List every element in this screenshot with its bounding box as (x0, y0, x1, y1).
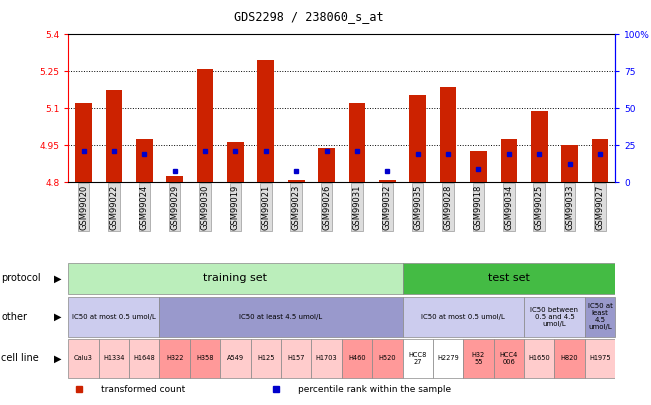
Text: H157: H157 (288, 356, 305, 361)
Bar (136, 139, 152, 182)
Text: H520: H520 (378, 356, 396, 361)
Text: H460: H460 (348, 356, 366, 361)
Text: Calu3: Calu3 (74, 356, 93, 361)
Text: GSM99028: GSM99028 (443, 185, 452, 230)
Text: H1703: H1703 (316, 356, 337, 361)
Bar (555, 339, 585, 378)
Bar (348, 103, 365, 182)
Text: GSM99019: GSM99019 (231, 185, 240, 230)
Text: GSM99018: GSM99018 (474, 185, 483, 230)
Text: GDS2298 / 238060_s_at: GDS2298 / 238060_s_at (234, 10, 384, 23)
Bar (501, 139, 517, 182)
Bar (464, 339, 493, 378)
Bar (105, 90, 122, 182)
Bar (592, 139, 608, 182)
Bar (493, 339, 524, 378)
Text: H125: H125 (257, 356, 275, 361)
Text: ▶: ▶ (54, 312, 62, 322)
Text: percentile rank within the sample: percentile rank within the sample (298, 385, 451, 394)
Text: IC50 at least 4.5 umol/L: IC50 at least 4.5 umol/L (240, 314, 323, 320)
Text: GSM99022: GSM99022 (109, 185, 118, 230)
Bar (433, 339, 464, 378)
Bar (281, 339, 311, 378)
Text: GSM99021: GSM99021 (261, 185, 270, 230)
Text: GSM99029: GSM99029 (170, 185, 179, 230)
Text: GSM99030: GSM99030 (201, 185, 210, 230)
Bar (470, 151, 487, 182)
Text: H2279: H2279 (437, 356, 459, 361)
Bar (68, 263, 402, 294)
Bar (439, 87, 456, 182)
Bar (311, 339, 342, 378)
Bar (585, 296, 615, 337)
Bar (288, 180, 305, 182)
Text: H32
55: H32 55 (472, 352, 485, 365)
Text: H1334: H1334 (103, 356, 125, 361)
Text: transformed count: transformed count (101, 385, 186, 394)
Bar (402, 339, 433, 378)
Bar (524, 296, 585, 337)
Text: GSM99027: GSM99027 (596, 185, 605, 230)
Text: H820: H820 (561, 356, 579, 361)
Text: H358: H358 (197, 356, 214, 361)
Bar (379, 180, 396, 182)
Bar (190, 339, 220, 378)
Bar (68, 296, 159, 337)
Bar (342, 339, 372, 378)
Text: H1975: H1975 (589, 356, 611, 361)
Bar (318, 148, 335, 182)
Bar (166, 176, 183, 182)
Bar (402, 263, 615, 294)
Text: A549: A549 (227, 356, 244, 361)
Text: ▶: ▶ (54, 273, 62, 283)
Text: GSM99024: GSM99024 (140, 185, 149, 230)
Text: GSM99025: GSM99025 (534, 185, 544, 230)
Text: GSM99033: GSM99033 (565, 185, 574, 230)
Text: GSM99032: GSM99032 (383, 185, 392, 230)
Bar (402, 296, 524, 337)
Text: cell line: cell line (1, 354, 39, 363)
Text: HCC8
27: HCC8 27 (409, 352, 427, 365)
Bar (129, 339, 159, 378)
Text: GSM99026: GSM99026 (322, 185, 331, 230)
Bar (76, 103, 92, 182)
Text: GSM99034: GSM99034 (505, 185, 514, 230)
Bar (372, 339, 402, 378)
Bar (159, 296, 402, 337)
Bar (197, 69, 214, 182)
Bar (220, 339, 251, 378)
Text: GSM99020: GSM99020 (79, 185, 88, 230)
Text: IC50 at most 0.5 umol/L: IC50 at most 0.5 umol/L (72, 314, 156, 320)
Text: H1648: H1648 (133, 356, 155, 361)
Text: IC50 between
0.5 and 4.5
umol/L: IC50 between 0.5 and 4.5 umol/L (531, 307, 579, 327)
Bar (409, 95, 426, 182)
Text: GSM99035: GSM99035 (413, 185, 422, 230)
Text: IC50 at most 0.5 umol/L: IC50 at most 0.5 umol/L (421, 314, 505, 320)
Bar (159, 339, 190, 378)
Bar (531, 111, 547, 182)
Text: H1650: H1650 (529, 356, 550, 361)
Text: other: other (1, 312, 27, 322)
Text: HCC4
006: HCC4 006 (500, 352, 518, 365)
Text: GSM99031: GSM99031 (352, 185, 361, 230)
Text: test set: test set (488, 273, 530, 283)
Text: H322: H322 (166, 356, 184, 361)
Bar (68, 339, 99, 378)
Text: ▶: ▶ (54, 354, 62, 363)
Text: IC50 at
least
4.5
umol/L: IC50 at least 4.5 umol/L (588, 303, 613, 330)
Bar (251, 339, 281, 378)
Bar (561, 145, 578, 182)
Bar (227, 142, 243, 182)
Bar (257, 60, 274, 182)
Bar (99, 339, 129, 378)
Text: training set: training set (204, 273, 268, 283)
Bar (524, 339, 555, 378)
Text: protocol: protocol (1, 273, 41, 283)
Text: GSM99023: GSM99023 (292, 185, 301, 230)
Bar (585, 339, 615, 378)
